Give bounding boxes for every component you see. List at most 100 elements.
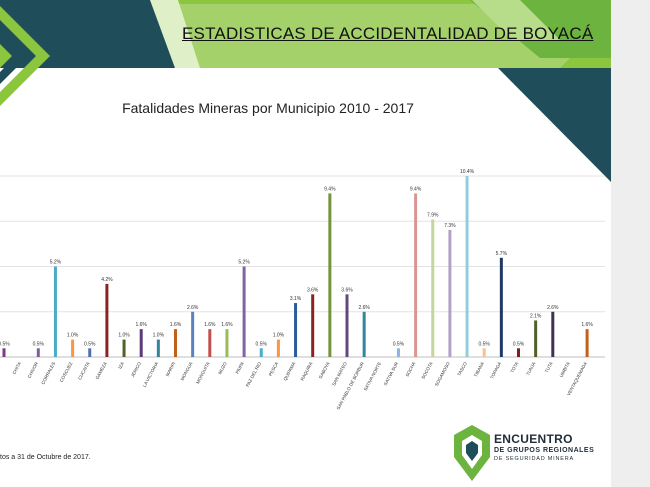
bar: [156, 339, 160, 357]
data-label: 5.2%: [238, 260, 250, 266]
category-label: CORRALES: [40, 361, 56, 385]
bar: [345, 294, 349, 357]
category-label: SATIVA SUR: [383, 360, 400, 386]
left-chevron-inner: [0, 28, 28, 84]
logo-text-tag: DE SEGURIDAD MINERA: [494, 456, 574, 462]
category-label: SOGAMOSO: [434, 361, 451, 387]
category-label: CHIVOR: [27, 360, 40, 378]
value-labels: 0.5% 0.5% 5.2% 1.0% 0.5% 4.2% 1.0% 1.6% 1.0% 1.6%…: [0, 169, 593, 347]
data-label: 10.4%: [460, 169, 475, 175]
data-label: 1.6%: [170, 322, 182, 328]
bar: [328, 193, 332, 357]
category-label: LA VICTORIA: [142, 361, 159, 388]
logo-text-sub: DE GRUPOS REGIONALES: [494, 447, 595, 454]
bar: [191, 311, 195, 357]
data-label: 2.6%: [547, 305, 559, 311]
data-label: 1.6%: [204, 322, 216, 328]
logo-mark-icon: [454, 425, 490, 481]
bar: [499, 257, 503, 357]
bar: [396, 348, 400, 357]
data-label: 5.2%: [50, 260, 62, 266]
data-label: 1.0%: [67, 333, 79, 339]
bar: [105, 283, 109, 357]
bar: [139, 329, 143, 357]
bars: [2, 176, 589, 357]
right-dark-triangle: [498, 68, 611, 182]
category-label: TASCO: [456, 361, 468, 377]
data-label: 1.6%: [581, 322, 593, 328]
data-label: 7.3%: [444, 223, 456, 229]
category-labels: CHITA CHIVOR CORRALES COSCUEZ CUCAITA GAMEZA I…: [11, 360, 588, 410]
category-label: MUZO: [217, 361, 228, 375]
banner-light-band: [148, 4, 590, 68]
bar: [551, 311, 555, 357]
bar: [88, 348, 92, 357]
data-label: 3.6%: [307, 287, 319, 293]
bar: [362, 311, 366, 357]
logo-text-main: ENCUENTRO: [494, 432, 573, 446]
data-label: 1.0%: [118, 333, 130, 339]
data-label: 9.4%: [410, 186, 422, 192]
bar: [414, 193, 418, 357]
bar: [311, 294, 315, 357]
right-margin-strip: [611, 0, 650, 487]
bar: [431, 219, 435, 357]
bar: [71, 339, 75, 357]
data-label: 0.5%: [0, 341, 10, 347]
data-label: 1.0%: [153, 333, 165, 339]
bar: [208, 329, 212, 357]
category-label: SATIVA NORTE: [363, 361, 382, 392]
data-label: 4.2%: [101, 277, 113, 283]
data-label: 0.5%: [256, 341, 268, 347]
data-label: 0.5%: [84, 341, 96, 347]
right-light-triangle: [472, 0, 560, 40]
gridlines: [0, 175, 605, 358]
left-chevron-core: [0, 44, 12, 68]
data-label: 3.6%: [341, 287, 353, 293]
bar: [276, 339, 280, 357]
banner-title: ESTADISTICAS DE ACCIDENTALIDAD DE BOYACÁ: [182, 24, 594, 43]
bar: [465, 176, 469, 357]
category-label: QUIPAMA: [282, 361, 296, 381]
data-label: 1.6%: [135, 322, 147, 328]
category-label: SABOYA: [318, 361, 331, 379]
data-label: 0.5%: [393, 341, 405, 347]
bar: [53, 266, 57, 357]
category-label: PAZ DEL RIO: [245, 361, 263, 388]
category-label: UMBITA: [559, 361, 571, 378]
data-label: 2.6%: [187, 305, 199, 311]
data-label: 2.6%: [358, 305, 370, 311]
category-label: PESCA: [268, 361, 280, 377]
data-label: 0.5%: [478, 341, 490, 347]
category-label: SAN MATEO: [331, 361, 348, 387]
left-chevron-outer: [0, 6, 50, 106]
bar: [225, 329, 229, 357]
bar: [2, 348, 6, 357]
bar: [122, 339, 126, 357]
category-label: TIBANA: [473, 361, 485, 378]
category-label: CUCAITA: [77, 361, 91, 380]
category-label: SOCOTA: [420, 361, 433, 380]
bar: [174, 329, 177, 357]
category-label: TOTA: [510, 361, 520, 374]
data-label: 0.5%: [33, 341, 45, 347]
data-label: 9.4%: [324, 186, 336, 192]
data-label: 1.6%: [221, 322, 233, 328]
bar: [585, 329, 589, 357]
category-label: TOPAGA: [489, 361, 502, 380]
bar: [294, 303, 298, 357]
bar: [259, 348, 263, 357]
category-label: JERICO: [130, 361, 142, 378]
category-label: SOCHA: [405, 361, 417, 377]
category-label: MARIPI: [165, 361, 177, 377]
bar: [482, 348, 486, 357]
category-label: CHITA: [11, 361, 22, 375]
category-label: PAIPA: [235, 361, 245, 374]
category-label: VENTAQUEMADA: [566, 361, 588, 396]
category-label: TUNJA: [525, 361, 536, 376]
category-label: COSCUEZ: [59, 361, 74, 383]
category-label: RAQUIRA: [300, 361, 314, 381]
data-label: 7.9%: [427, 213, 439, 219]
category-label: MONGUA: [180, 361, 194, 381]
